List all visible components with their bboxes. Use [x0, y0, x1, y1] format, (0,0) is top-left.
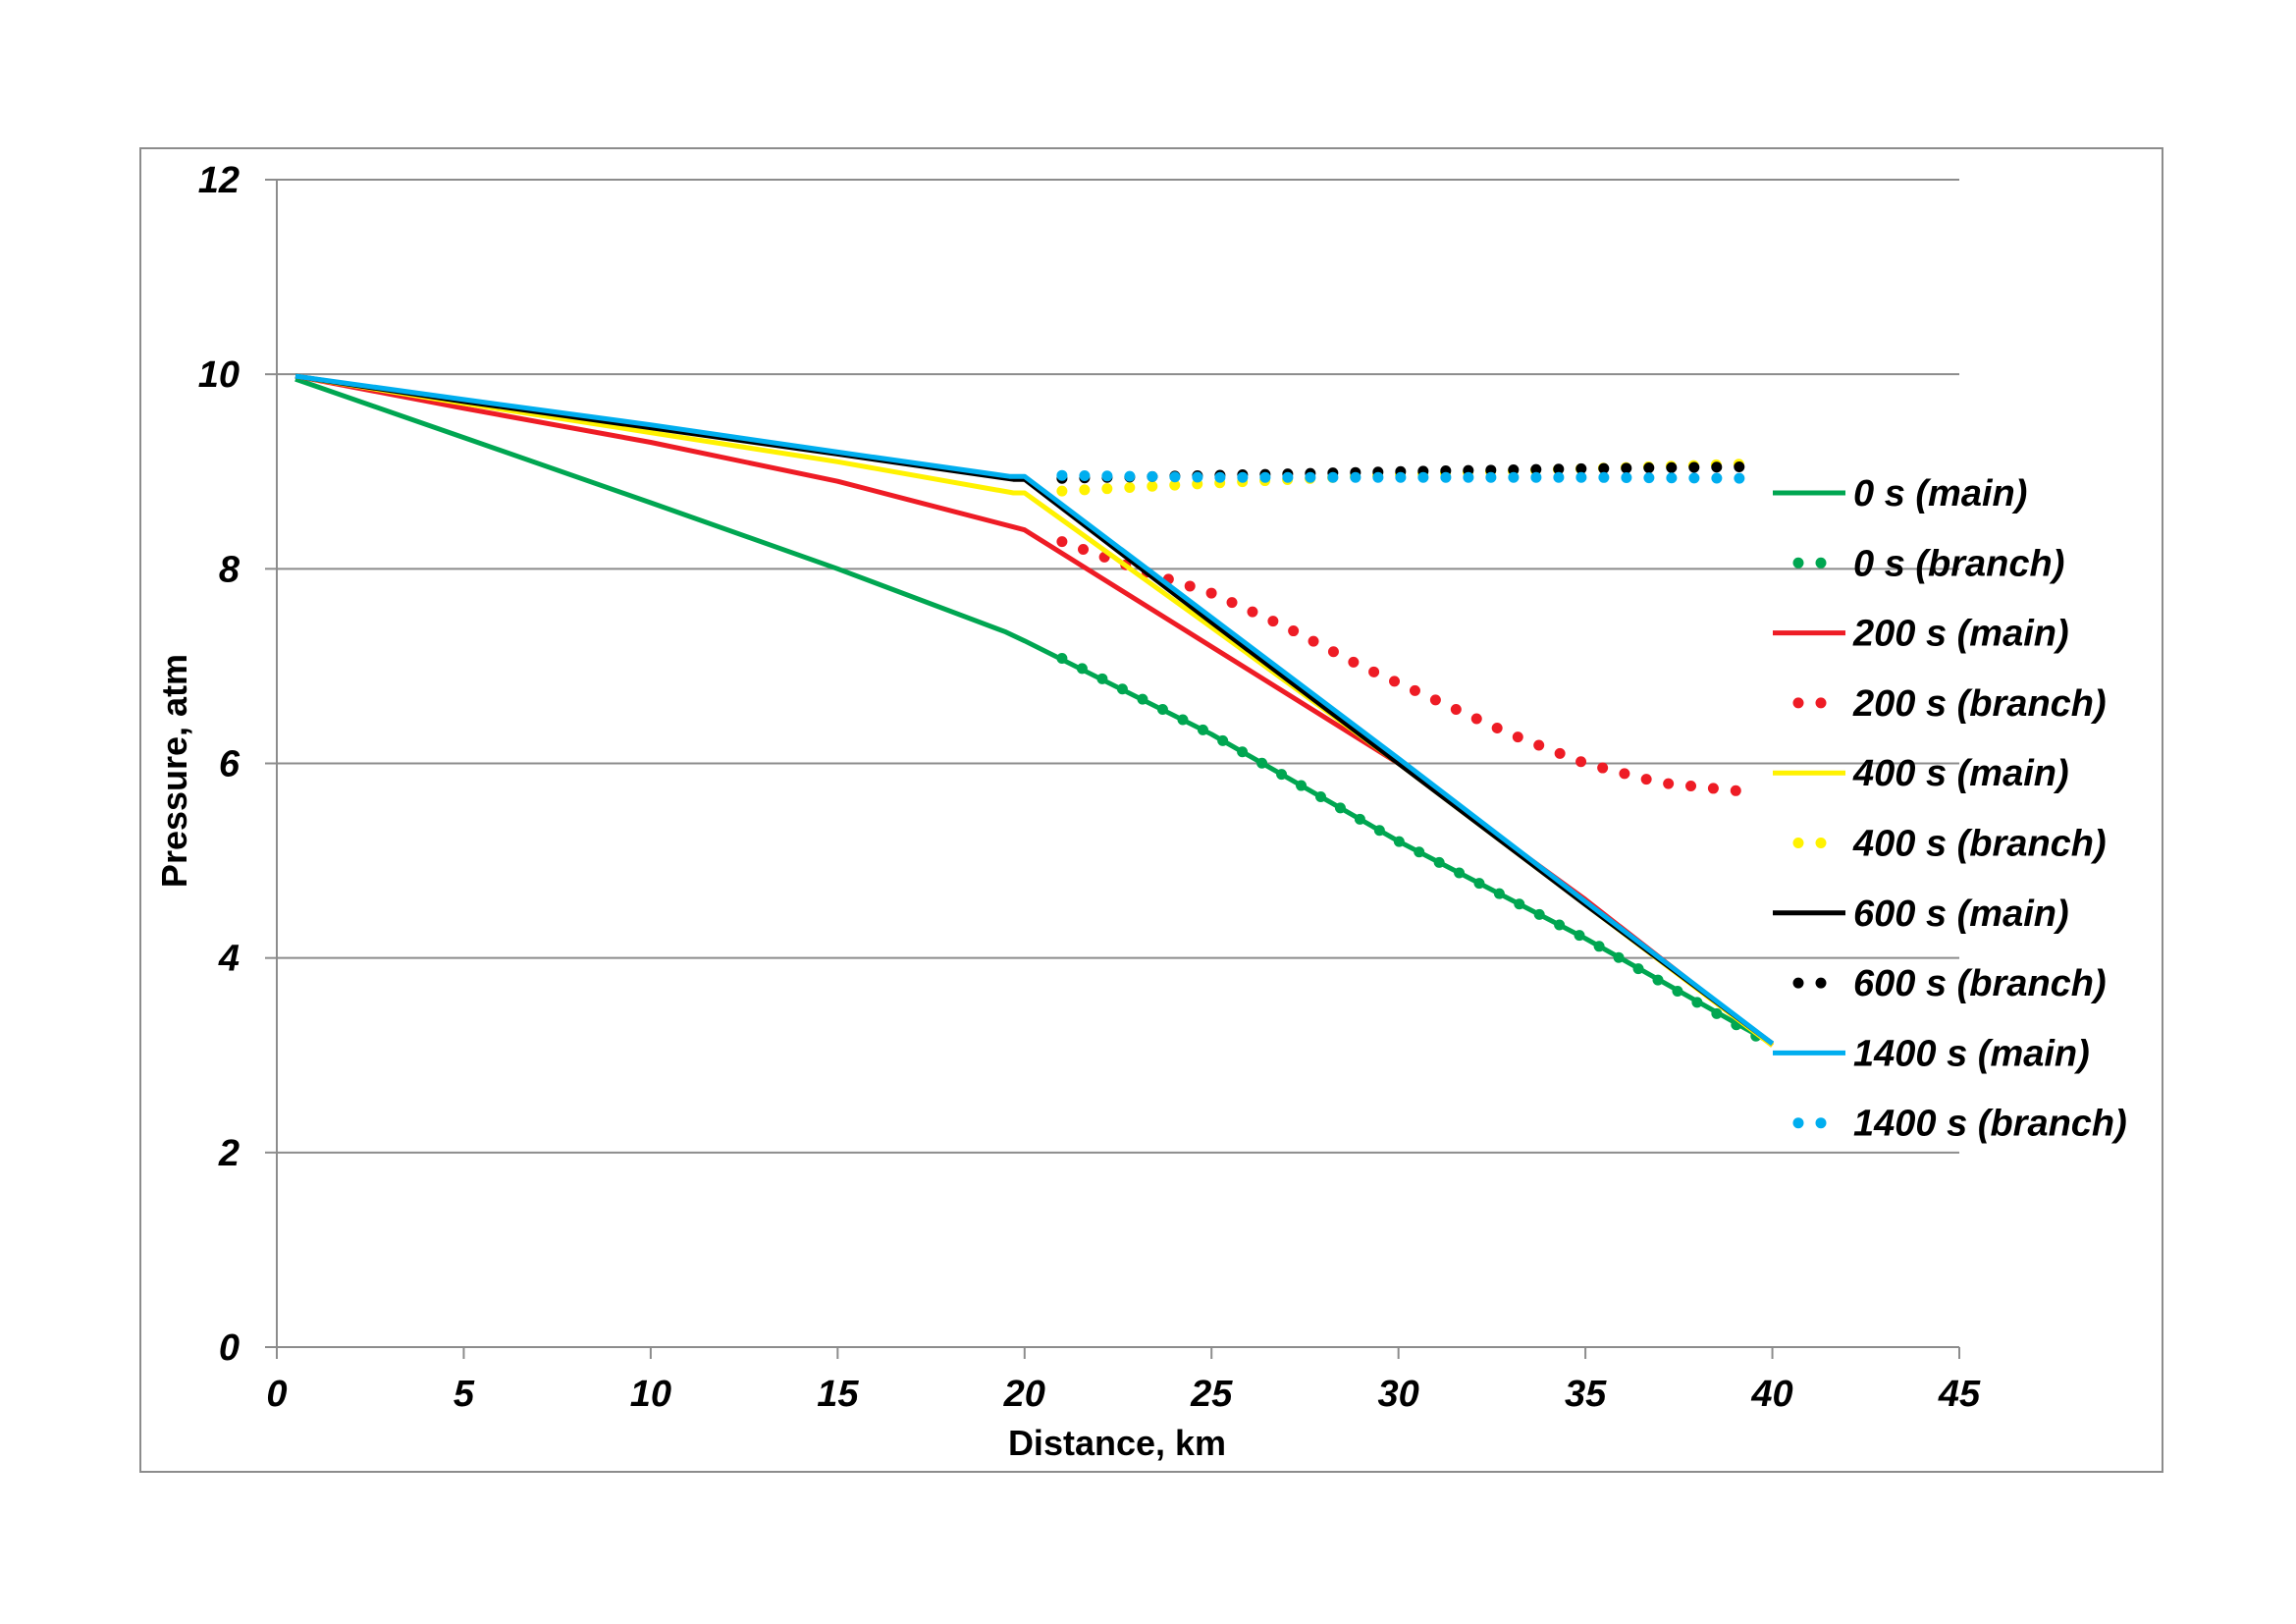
x-tick-label: 20 [1003, 1374, 1045, 1415]
y-tick-label: 6 [219, 744, 240, 785]
x-tick-label: 40 [1750, 1374, 1792, 1415]
y-tick-label: 12 [198, 160, 240, 201]
y-axis-title: Pressure, atm [154, 654, 194, 888]
legend-label-1400-s-main: 1400 s (main) [1853, 1033, 2090, 1074]
legend-label-200-s-main: 200 s (main) [1852, 614, 2069, 655]
series-dots-1400-s-branch [1056, 469, 1759, 484]
series-line-0-s-main [294, 376, 1774, 1047]
x-tick-label: 0 [266, 1374, 287, 1415]
axes: 0 2 4 6 8 10 12 0 5 10 15 20 25 30 35 40 45 [198, 160, 1981, 1415]
series-dots-0-s-branch [1056, 653, 1779, 1052]
legend-label-600-s-main: 600 s (main) [1853, 893, 2069, 935]
legend-label-1400-s-branch: 1400 s (branch) [1853, 1104, 2127, 1145]
series-dots-600-s-branch [1056, 460, 1759, 484]
x-tick-label: 45 [1938, 1374, 1981, 1415]
x-tick-label: 30 [1378, 1374, 1419, 1415]
legend-label-600-s-branch: 600 s (branch) [1853, 963, 2107, 1004]
legend: 0 s (main) 0 s (branch) 200 s (main) 200 s … [1773, 473, 2127, 1145]
x-tick-label: 5 [454, 1374, 475, 1415]
gridlines [277, 179, 1959, 1154]
x-tick-label: 25 [1190, 1374, 1233, 1415]
y-tick-label: 4 [218, 939, 240, 980]
y-tick-label: 10 [198, 354, 240, 396]
y-tick-label: 2 [218, 1133, 240, 1174]
legend-label-400-s-main: 400 s (main) [1852, 753, 2069, 794]
legend-label-200-s-branch: 200 s (branch) [1852, 683, 2107, 725]
legend-label-400-s-branch: 400 s (branch) [1852, 824, 2107, 865]
x-tick-label: 35 [1565, 1374, 1607, 1415]
chart-border [139, 147, 2163, 1473]
series-line-1400-s-main [294, 373, 1775, 1046]
series-dots-200-s-branch [1056, 536, 1759, 798]
y-tick-label: 0 [219, 1327, 240, 1369]
y-tick-label: 8 [219, 549, 240, 590]
legend-label-0-s-main: 0 s (main) [1853, 473, 2027, 514]
legend-label-0-s-branch: 0 s (branch) [1853, 543, 2064, 584]
x-axis-title: Distance, km [1008, 1423, 1226, 1463]
series-group [294, 373, 1779, 1052]
x-tick-label: 10 [630, 1374, 671, 1415]
x-tick-label: 15 [817, 1374, 859, 1415]
